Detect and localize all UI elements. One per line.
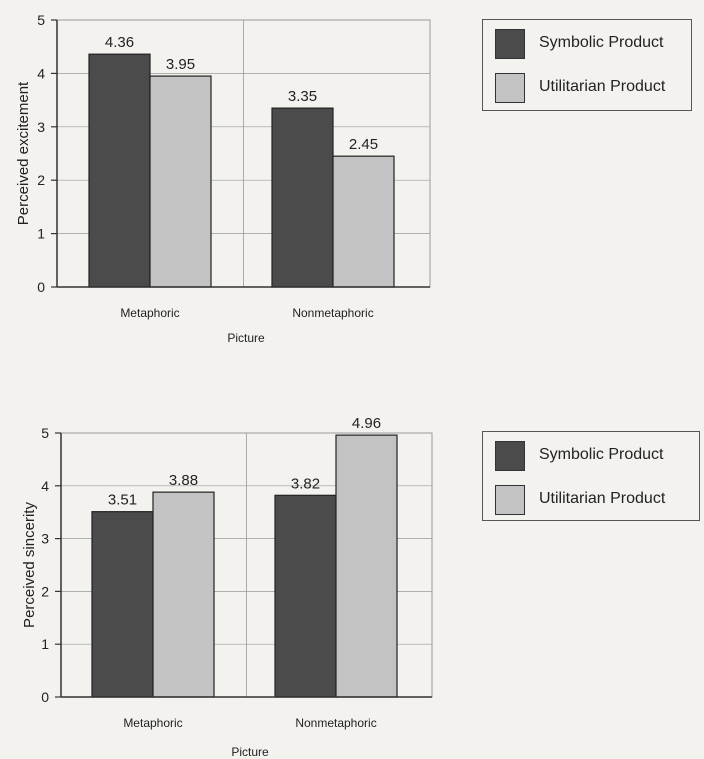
bar-symbolic	[274, 494, 337, 698]
x-axis-title-excitement: Picture	[227, 331, 265, 345]
bar-symbolic	[88, 53, 151, 288]
legend-item-utilitarian: Utilitarian Product	[495, 485, 704, 517]
legend-item-symbolic: Symbolic Product	[495, 441, 704, 473]
bar-utilitarian	[332, 155, 395, 288]
bar-symbolic	[271, 107, 334, 288]
legend-label-symbolic: Symbolic Product	[539, 446, 664, 463]
data-label: 2.45	[349, 136, 378, 153]
bar-utilitarian	[335, 434, 398, 698]
y-tick-label: 4	[41, 478, 49, 494]
y-tick-label: 3	[41, 531, 49, 547]
legend-excitement: Symbolic Product Utilitarian Product	[482, 19, 692, 111]
y-tick-label: 5	[41, 425, 49, 441]
y-tick-label: 2	[37, 172, 45, 188]
y-tick-label: 4	[37, 65, 45, 81]
y-axis-title-excitement: Perceived excitement	[15, 81, 32, 225]
legend-swatch-symbolic	[495, 29, 525, 59]
legend-swatch-symbolic	[495, 441, 525, 471]
y-tick-label: 3	[37, 119, 45, 135]
bar-symbolic	[91, 511, 154, 698]
y-tick-label: 0	[37, 279, 45, 295]
x-axis-title-sincerity: Picture	[231, 745, 269, 759]
y-tick-label: 5	[37, 12, 45, 28]
y-axis-title-sincerity: Perceived sincerity	[21, 502, 38, 628]
x-tick-label: Nonmetaphoric	[295, 716, 376, 730]
y-tick-label: 1	[37, 226, 45, 242]
bar-utilitarian	[152, 491, 215, 698]
data-label: 3.35	[288, 88, 317, 105]
y-tick-label: 1	[41, 636, 49, 652]
bar-utilitarian	[149, 75, 212, 288]
y-tick-label: 0	[41, 689, 49, 705]
data-label: 3.82	[291, 475, 320, 492]
data-label: 4.36	[105, 34, 134, 51]
legend-item-utilitarian: Utilitarian Product	[495, 73, 704, 105]
data-label: 3.88	[169, 472, 198, 489]
data-label: 3.51	[108, 492, 137, 509]
y-tick-label: 2	[41, 583, 49, 599]
legend-swatch-utilitarian	[495, 73, 525, 103]
data-label: 4.96	[352, 415, 381, 432]
legend-swatch-utilitarian	[495, 485, 525, 515]
legend-sincerity: Symbolic Product Utilitarian Product	[482, 431, 700, 521]
legend-label-utilitarian: Utilitarian Product	[539, 78, 666, 95]
data-label: 3.95	[166, 56, 195, 73]
x-tick-label: Nonmetaphoric	[292, 306, 373, 320]
x-tick-label: Metaphoric	[120, 306, 179, 320]
legend-label-symbolic: Symbolic Product	[539, 34, 664, 51]
legend-item-symbolic: Symbolic Product	[495, 29, 704, 61]
x-tick-label: Metaphoric	[123, 716, 182, 730]
legend-label-utilitarian: Utilitarian Product	[539, 490, 666, 507]
